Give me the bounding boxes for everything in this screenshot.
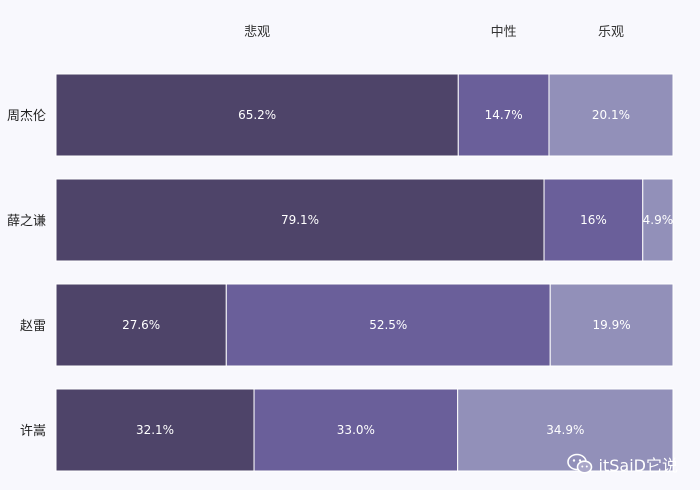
data-label-3-0: 32.1% — [136, 423, 174, 437]
bar-segment-0-0 — [55, 73, 459, 157]
data-label-1-1: 16% — [580, 213, 607, 227]
series-header-2: 乐观 — [598, 25, 624, 40]
watermark: itSaiD它说 — [566, 452, 678, 476]
bar-segment-1-0 — [55, 178, 545, 262]
data-label-0-0: 65.2% — [238, 108, 276, 122]
data-label-3-1: 33.0% — [337, 423, 375, 437]
bar-segment-0-1 — [457, 73, 550, 157]
series-header-labels: 悲观 中性 乐观 — [244, 24, 624, 40]
data-label-2-0: 27.6% — [122, 318, 160, 332]
data-label-3-2: 34.9% — [546, 423, 584, 437]
watermark-text: itSaiD它说 — [598, 456, 678, 475]
series-header-1: 中性 — [491, 25, 517, 40]
bar-marks: 65.2% 14.7% 20.1% 79.1% 16% 4.9% 27.6% 52.5% 19.… — [55, 73, 674, 472]
bar-segment-1-2 — [642, 178, 674, 262]
row-label-1: 薛之谦 — [7, 214, 46, 229]
wechat-icon — [566, 453, 592, 474]
data-label-1-0: 79.1% — [281, 213, 319, 227]
bar-segment-2-0 — [55, 283, 227, 367]
bar-segment-2-1 — [225, 283, 551, 367]
bar-segment-3-2 — [457, 388, 674, 472]
data-label-2-2: 19.9% — [593, 318, 631, 332]
bar-segment-1-1 — [543, 178, 644, 262]
row-label-3: 许嵩 — [20, 424, 46, 439]
data-label-0-2: 20.1% — [592, 108, 630, 122]
bar-segment-3-0 — [55, 388, 255, 472]
data-label-1-2: 4.9% — [643, 213, 674, 227]
data-label-0-1: 14.7% — [485, 108, 523, 122]
series-header-0: 悲观 — [244, 24, 270, 40]
bar-segment-0-2 — [548, 73, 674, 157]
bar-segment-2-2 — [549, 283, 674, 367]
row-label-0: 周杰伦 — [7, 109, 46, 124]
data-label-2-1: 52.5% — [369, 318, 407, 332]
row-label-2: 赵雷 — [20, 319, 46, 334]
